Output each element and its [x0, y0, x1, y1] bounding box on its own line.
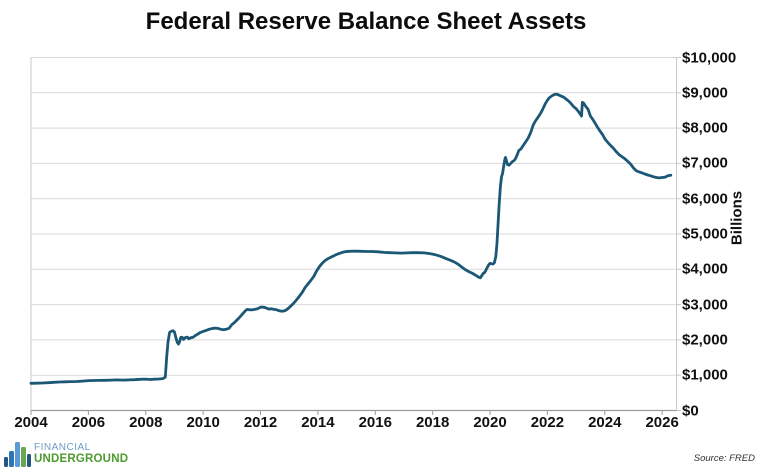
y-tick-label: $5,000	[682, 225, 728, 243]
x-tick-label: 2008	[129, 414, 163, 431]
chart-title: Federal Reserve Balance Sheet Assets	[145, 8, 587, 35]
y-tick-label: $7,000	[682, 154, 728, 172]
y-tick-label: $6,000	[682, 190, 728, 208]
x-tick-label: 2024	[588, 414, 622, 431]
y-tick-label: $10,000	[682, 49, 737, 66]
y-tick-label: $9,000	[682, 84, 728, 102]
x-tick-label: 2016	[358, 414, 392, 431]
y-tick-label: $1,000	[682, 366, 728, 384]
source-credit: Source: FRED	[693, 453, 755, 464]
brand-logo: FINANCIAL UNDERGROUND	[4, 440, 128, 467]
x-tick-label: 2012	[243, 414, 278, 431]
y-tick-label: $2,000	[682, 331, 728, 349]
brand-logo-text: FINANCIAL UNDERGROUND	[34, 440, 128, 466]
y-tick-label: $8,000	[682, 119, 728, 137]
skyline-logo-icon	[4, 442, 31, 467]
y-tick-label: $4,000	[682, 260, 728, 278]
y-axis-title: Billions	[728, 190, 746, 246]
x-tick-label: 2004	[14, 414, 48, 431]
y-tick-label: $3,000	[682, 296, 728, 314]
x-tick-label: 2010	[186, 414, 220, 431]
x-tick-label: 2020	[473, 414, 507, 431]
x-tick-label: 2026	[645, 414, 679, 431]
x-tick-label: 2022	[530, 414, 565, 431]
logo-text-financial: FINANCIAL	[34, 442, 91, 453]
y-tick-label: $0	[682, 402, 699, 419]
logo-text-underground: UNDERGROUND	[34, 453, 129, 465]
x-tick-label: 2014	[301, 414, 335, 431]
gridlines	[31, 57, 677, 411]
x-tick-label: 2006	[71, 414, 106, 431]
x-tick-label: 2018	[415, 414, 450, 431]
fed-assets-line-series	[29, 92, 673, 385]
x-axis-line	[30, 57, 681, 415]
